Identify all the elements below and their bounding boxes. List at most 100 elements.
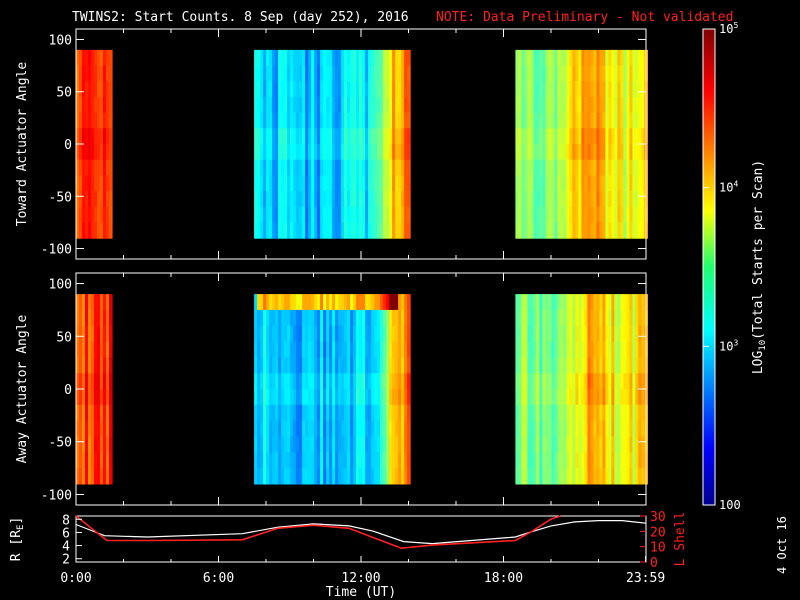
spectrogram-cell bbox=[338, 341, 342, 358]
spectrogram-cell bbox=[641, 357, 645, 374]
spectrogram-cell bbox=[284, 65, 288, 82]
spectrogram-cell bbox=[320, 357, 324, 374]
spectrogram-cell bbox=[308, 97, 312, 114]
spectrogram-cell bbox=[590, 206, 594, 223]
spectrogram-cell bbox=[551, 341, 555, 358]
spectrogram-cell bbox=[638, 81, 642, 98]
spectrogram-cell bbox=[407, 373, 411, 390]
spectrogram-cell bbox=[329, 294, 333, 311]
spectrogram-cell bbox=[374, 97, 378, 114]
spectrogram-cell bbox=[272, 436, 276, 453]
spectrogram-cell bbox=[350, 144, 354, 161]
spectrogram-cell bbox=[314, 389, 318, 406]
spectrogram-cell bbox=[257, 159, 261, 176]
spectrogram-cell bbox=[563, 436, 567, 453]
spectrogram-cell bbox=[284, 325, 288, 343]
spectrogram-cell bbox=[392, 144, 396, 161]
spectrogram-cell bbox=[305, 468, 309, 485]
spectrogram-cell bbox=[371, 436, 375, 453]
spectrogram-cell bbox=[308, 112, 312, 129]
spectrogram-cell bbox=[320, 452, 324, 469]
spectrogram-cell bbox=[404, 191, 408, 208]
spectrogram-cell bbox=[344, 175, 348, 192]
spectrogram-cell bbox=[341, 452, 345, 469]
spectrogram-cell bbox=[380, 468, 384, 485]
spectrogram-cell bbox=[317, 436, 321, 453]
spectrogram-cell bbox=[554, 222, 558, 239]
spectrogram-cell bbox=[293, 128, 297, 145]
spectrogram-cell bbox=[302, 222, 306, 239]
spectrogram-cell bbox=[623, 436, 627, 453]
spectrogram-cell bbox=[299, 206, 303, 223]
spectrogram-cell bbox=[347, 373, 351, 390]
spectrogram-cell bbox=[575, 389, 579, 406]
spectrogram-cell bbox=[293, 49, 297, 67]
spectrogram-cell bbox=[314, 81, 318, 98]
spectrogram-cell bbox=[275, 436, 279, 453]
spectrogram-cell bbox=[617, 468, 621, 485]
spectrogram-cell bbox=[608, 112, 612, 129]
spectrogram-cell bbox=[377, 175, 381, 192]
spectrogram-cell bbox=[263, 128, 267, 145]
time-tick-label: 0:00 bbox=[60, 571, 91, 586]
spectrogram-cell bbox=[614, 206, 618, 223]
colorbar-tick-label: 105 bbox=[719, 21, 738, 36]
spectrogram-cell bbox=[557, 309, 561, 327]
spectrogram-cell bbox=[572, 191, 576, 208]
spectrogram-cell bbox=[374, 436, 378, 453]
spectrogram-cell bbox=[521, 420, 525, 437]
spectrogram-cell bbox=[389, 436, 393, 453]
spectrogram-cell bbox=[266, 206, 270, 223]
spectrogram-cell bbox=[302, 309, 306, 327]
time-tick-label: 6:00 bbox=[203, 571, 234, 586]
spectrogram-cell bbox=[296, 191, 300, 208]
spectrogram-cell bbox=[79, 175, 83, 192]
spectrogram-cell bbox=[623, 144, 627, 161]
spectrogram-cell bbox=[76, 222, 80, 239]
spectrogram-cell bbox=[398, 341, 402, 358]
spectrogram-cell bbox=[404, 294, 408, 311]
spectrogram-cell bbox=[290, 97, 294, 114]
spectrogram-cell bbox=[91, 309, 95, 327]
spectrogram-cell bbox=[350, 81, 354, 98]
spectrogram-cell bbox=[554, 309, 558, 327]
spectrogram-cell bbox=[578, 420, 582, 437]
spectrogram-cell bbox=[314, 436, 318, 453]
spectrogram-cell bbox=[335, 294, 339, 311]
spectrogram-cell bbox=[515, 309, 519, 327]
spectrogram-cell bbox=[401, 452, 405, 469]
spectrogram-cell bbox=[527, 206, 531, 223]
spectrogram-cell bbox=[100, 222, 104, 239]
spectrogram-cell bbox=[109, 436, 113, 453]
spectrogram-cell bbox=[548, 159, 552, 176]
spectrogram-cell bbox=[266, 159, 270, 176]
spectrogram-cell bbox=[581, 389, 585, 406]
spectrogram-cell bbox=[407, 65, 411, 82]
spectrogram-cell bbox=[551, 468, 555, 485]
spectrogram-cell bbox=[317, 341, 321, 358]
spectrogram-cell bbox=[103, 325, 107, 343]
spectrogram-cell bbox=[554, 357, 558, 374]
spectrogram-cell bbox=[632, 97, 636, 114]
spectrogram-cell bbox=[395, 97, 399, 114]
spectrogram-cell bbox=[599, 357, 603, 374]
spectrogram-cell bbox=[560, 309, 564, 327]
spectrogram-cell bbox=[584, 389, 588, 406]
spectrogram-cell bbox=[311, 81, 315, 98]
spectrogram-cell bbox=[620, 468, 624, 485]
spectrogram-cell bbox=[392, 81, 396, 98]
spectrogram-cell bbox=[590, 294, 594, 311]
spectrogram-cell bbox=[76, 112, 80, 129]
spectrogram-cell bbox=[365, 81, 369, 98]
spectrogram-cell bbox=[266, 357, 270, 374]
spectrogram-cell bbox=[380, 175, 384, 192]
spectrogram-cell bbox=[569, 81, 573, 98]
spectrogram-cell bbox=[554, 436, 558, 453]
spectrogram-cell bbox=[611, 81, 615, 98]
spectrogram-cell bbox=[287, 389, 291, 406]
spectrogram-cell bbox=[362, 404, 366, 422]
spectrogram-cell bbox=[299, 81, 303, 98]
spectrogram-cell bbox=[305, 144, 309, 161]
spectrogram-cell bbox=[320, 49, 324, 67]
spectrogram-cell bbox=[386, 175, 390, 192]
